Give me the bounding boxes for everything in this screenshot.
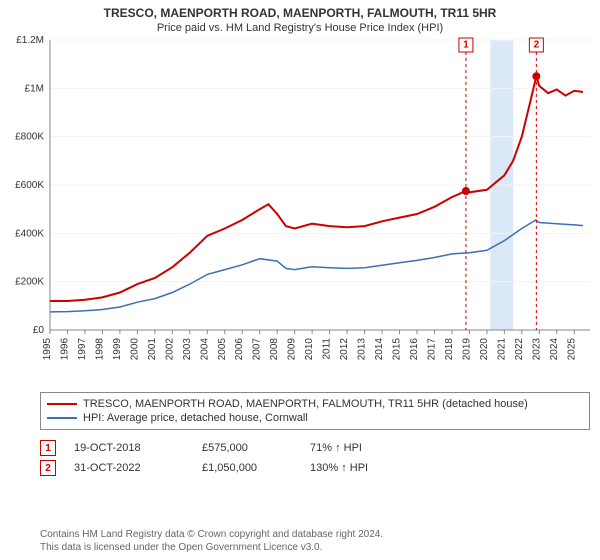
x-tick-label: 2000 [129,338,140,361]
chart-subtitle: Price paid vs. HM Land Registry's House … [0,20,600,34]
sale-price: £1,050,000 [202,462,292,474]
x-tick-label: 2008 [269,338,280,361]
x-tick-label: 2011 [322,338,333,360]
x-tick-label: 2013 [357,338,368,361]
chart-plot: £0£200K£400K£600K£800K£1M£1.2M1995199619… [50,40,590,370]
x-tick-label: 1997 [77,338,88,361]
x-tick-label: 2017 [426,338,437,361]
x-tick-label: 2021 [496,338,507,361]
x-tick-label: 2015 [392,338,403,361]
sale-price: £575,000 [202,442,292,454]
x-tick-label: 2019 [461,338,472,361]
sale-point [462,187,470,195]
x-tick-label: 2020 [479,338,490,361]
x-tick-label: 2018 [444,338,455,361]
x-tick-label: 1999 [112,338,123,361]
footer-line1: Contains HM Land Registry data © Crown c… [40,528,590,541]
sale-date: 31-OCT-2022 [74,462,184,474]
footer-line2: This data is licensed under the Open Gov… [40,541,590,554]
sale-number-box: 2 [40,460,56,476]
y-tick-label: £600K [15,180,44,191]
x-tick-label: 2006 [234,338,245,361]
legend-label: TRESCO, MAENPORTH ROAD, MAENPORTH, FALMO… [83,398,528,410]
x-tick-label: 2010 [304,338,315,361]
sale-marker-num: 1 [463,40,469,51]
x-tick-label: 2016 [409,338,420,361]
x-tick-label: 2001 [147,338,158,361]
sale-row: 1 19-OCT-2018 £575,000 71% ↑ HPI [40,438,590,458]
title-block: TRESCO, MAENPORTH ROAD, MAENPORTH, FALMO… [0,0,600,34]
x-tick-label: 2012 [339,338,350,361]
x-tick-label: 2022 [514,338,525,361]
x-tick-label: 1998 [94,338,105,361]
x-tick-label: 2014 [374,338,385,361]
x-tick-label: 2009 [287,338,298,361]
x-tick-label: 2007 [252,338,263,361]
sale-row: 2 31-OCT-2022 £1,050,000 130% ↑ HPI [40,458,590,478]
sale-marker-num: 2 [534,40,540,51]
y-tick-label: £200K [15,277,44,288]
sale-number-box: 1 [40,440,56,456]
sales-table: 1 19-OCT-2018 £575,000 71% ↑ HPI 2 31-OCT-202… [40,438,590,478]
legend-swatch [47,403,77,405]
x-tick-label: 2003 [182,338,193,361]
x-tick-label: 2005 [217,338,228,361]
x-tick-label: 2024 [549,338,560,361]
chart-title: TRESCO, MAENPORTH ROAD, MAENPORTH, FALMO… [0,6,600,20]
y-tick-label: £1.2M [16,35,44,46]
legend-swatch [47,417,77,419]
legend-label: HPI: Average price, detached house, Corn… [83,412,308,424]
sale-point [532,72,540,80]
sale-date: 19-OCT-2018 [74,442,184,454]
legend: TRESCO, MAENPORTH ROAD, MAENPORTH, FALMO… [40,392,590,430]
y-tick-label: £800K [15,132,44,143]
y-tick-label: £0 [33,325,45,336]
x-tick-label: 1996 [59,338,70,361]
chart-container: TRESCO, MAENPORTH ROAD, MAENPORTH, FALMO… [0,0,600,560]
legend-row: HPI: Average price, detached house, Corn… [47,411,583,425]
x-tick-label: 2004 [199,338,210,361]
footer: Contains HM Land Registry data © Crown c… [40,528,590,554]
y-tick-label: £1M [25,83,44,94]
x-tick-label: 2002 [164,338,175,361]
chart-svg: £0£200K£400K£600K£800K£1M£1.2M1995199619… [50,40,590,370]
sale-hpi: 130% ↑ HPI [310,462,400,474]
legend-row: TRESCO, MAENPORTH ROAD, MAENPORTH, FALMO… [47,397,583,411]
x-tick-label: 2025 [566,338,577,361]
x-tick-label: 1995 [42,338,53,361]
y-tick-label: £400K [15,228,44,239]
x-tick-label: 2023 [531,338,542,361]
sale-hpi: 71% ↑ HPI [310,442,400,454]
